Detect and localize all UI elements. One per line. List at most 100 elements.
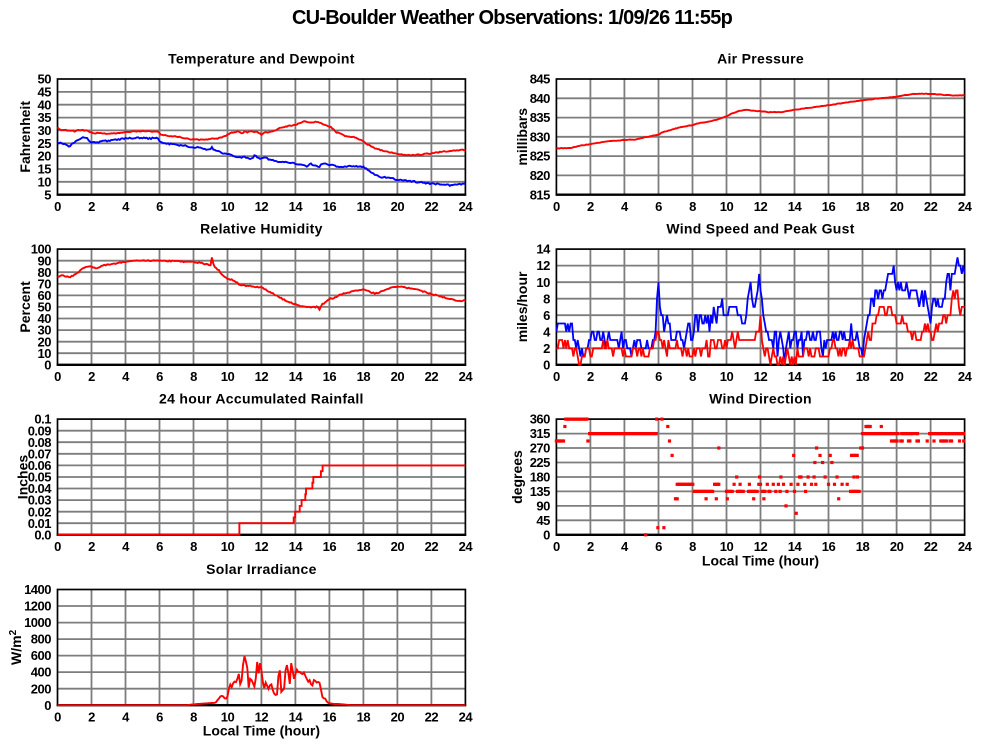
svg-text:Wind Direction: Wind Direction	[709, 391, 812, 407]
svg-text:0.02: 0.02	[28, 504, 52, 519]
svg-text:0.0: 0.0	[34, 527, 51, 542]
svg-text:14: 14	[289, 369, 304, 384]
svg-text:Local Time (hour): Local Time (hour)	[702, 552, 819, 568]
svg-text:6: 6	[543, 308, 550, 323]
svg-text:Local Time (hour): Local Time (hour)	[203, 723, 320, 739]
svg-text:18: 18	[357, 539, 371, 554]
svg-text:12: 12	[255, 710, 269, 725]
svg-text:12: 12	[536, 258, 550, 273]
svg-text:0: 0	[54, 539, 61, 554]
svg-text:22: 22	[425, 199, 439, 214]
svg-text:16: 16	[822, 539, 836, 554]
svg-text:16: 16	[822, 199, 836, 214]
svg-text:16: 16	[323, 199, 337, 214]
svg-text:16: 16	[822, 369, 836, 384]
svg-text:835: 835	[530, 110, 550, 125]
svg-text:8: 8	[190, 539, 197, 554]
svg-text:0.1: 0.1	[34, 412, 51, 427]
svg-text:1400: 1400	[24, 582, 51, 597]
svg-text:Relative Humidity: Relative Humidity	[200, 221, 323, 237]
svg-text:0.01: 0.01	[28, 516, 52, 531]
svg-text:8: 8	[190, 199, 197, 214]
svg-text:12: 12	[754, 199, 768, 214]
svg-text:Percent: Percent	[17, 281, 33, 333]
svg-text:12: 12	[255, 199, 269, 214]
svg-text:0: 0	[44, 698, 51, 713]
svg-text:8: 8	[689, 369, 696, 384]
svg-text:825: 825	[530, 149, 550, 164]
svg-text:20: 20	[890, 369, 904, 384]
svg-text:90: 90	[38, 253, 52, 268]
svg-text:millibars: millibars	[514, 108, 530, 166]
svg-text:15: 15	[38, 162, 52, 177]
svg-text:4: 4	[122, 369, 130, 384]
svg-text:2: 2	[587, 369, 594, 384]
svg-text:10: 10	[221, 710, 235, 725]
svg-text:0: 0	[543, 527, 550, 542]
svg-text:0: 0	[553, 539, 560, 554]
svg-text:315: 315	[530, 426, 550, 441]
svg-text:18: 18	[856, 199, 870, 214]
svg-text:Wind Speed and Peak Gust: Wind Speed and Peak Gust	[666, 221, 854, 237]
svg-text:800: 800	[31, 632, 51, 647]
svg-text:22: 22	[924, 199, 938, 214]
svg-text:14: 14	[788, 369, 803, 384]
svg-text:20: 20	[391, 710, 405, 725]
svg-text:22: 22	[924, 369, 938, 384]
svg-text:4: 4	[122, 710, 130, 725]
svg-text:8: 8	[190, 710, 197, 725]
svg-text:80: 80	[38, 265, 52, 280]
svg-text:8: 8	[689, 199, 696, 214]
svg-text:0: 0	[553, 369, 560, 384]
svg-text:6: 6	[156, 710, 163, 725]
svg-text:2: 2	[587, 539, 594, 554]
svg-text:4: 4	[122, 539, 130, 554]
svg-text:14: 14	[289, 199, 304, 214]
svg-text:2: 2	[88, 199, 95, 214]
svg-text:0.08: 0.08	[28, 435, 52, 450]
svg-text:2: 2	[88, 539, 95, 554]
svg-text:6: 6	[156, 539, 163, 554]
svg-text:1200: 1200	[24, 599, 51, 614]
svg-text:12: 12	[255, 539, 269, 554]
svg-text:16: 16	[323, 539, 337, 554]
svg-text:10: 10	[38, 346, 52, 361]
svg-text:50: 50	[38, 72, 52, 87]
svg-text:5: 5	[44, 187, 51, 202]
svg-text:0.05: 0.05	[28, 470, 52, 485]
svg-text:270: 270	[530, 441, 550, 456]
svg-text:16: 16	[323, 369, 337, 384]
svg-text:18: 18	[856, 539, 870, 554]
svg-text:24: 24	[459, 710, 474, 725]
svg-text:18: 18	[357, 199, 371, 214]
svg-text:2: 2	[543, 341, 550, 356]
svg-text:45: 45	[38, 85, 52, 100]
svg-text:4: 4	[621, 539, 629, 554]
svg-text:14: 14	[289, 710, 304, 725]
svg-text:22: 22	[425, 369, 439, 384]
svg-text:24 hour Accumulated Rainfall: 24 hour Accumulated Rainfall	[159, 391, 364, 407]
svg-text:10: 10	[720, 369, 734, 384]
svg-text:0: 0	[54, 710, 61, 725]
svg-text:360: 360	[530, 412, 550, 427]
svg-text:6: 6	[655, 199, 662, 214]
svg-text:90: 90	[536, 499, 550, 514]
svg-text:30: 30	[38, 323, 52, 338]
svg-text:24: 24	[958, 199, 973, 214]
svg-text:20: 20	[38, 334, 52, 349]
svg-text:Solar Irradiance: Solar Irradiance	[206, 561, 317, 577]
svg-text:180: 180	[530, 470, 550, 485]
svg-text:8: 8	[689, 539, 696, 554]
svg-text:0: 0	[553, 199, 560, 214]
svg-text:Air Pressure: Air Pressure	[717, 51, 804, 67]
svg-text:14: 14	[788, 199, 803, 214]
svg-text:CU-Boulder Weather Observation: CU-Boulder Weather Observations: 1/09/26…	[292, 7, 733, 29]
svg-text:24: 24	[958, 539, 973, 554]
svg-text:0: 0	[543, 357, 550, 372]
svg-text:100: 100	[31, 242, 51, 257]
svg-text:10: 10	[720, 199, 734, 214]
svg-text:12: 12	[754, 539, 768, 554]
svg-text:20: 20	[890, 199, 904, 214]
svg-text:20: 20	[391, 369, 405, 384]
svg-text:0: 0	[54, 369, 61, 384]
